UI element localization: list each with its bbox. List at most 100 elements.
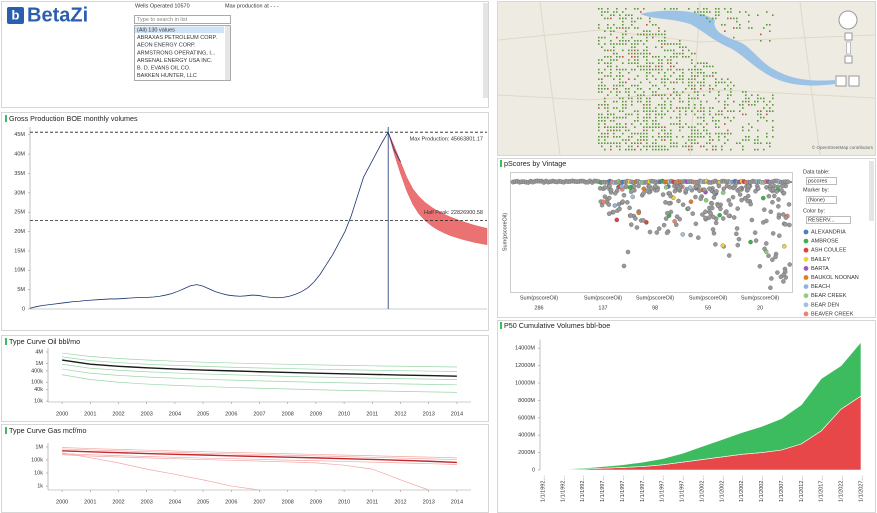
- legend-label[interactable]: BEACH: [811, 284, 830, 290]
- legend-label[interactable]: ALEXANDRIA: [811, 229, 846, 235]
- map-well: [703, 136, 705, 138]
- legend-label[interactable]: BAUKOL NOONAN: [811, 275, 859, 281]
- list-item[interactable]: (All) 130 values: [137, 27, 175, 33]
- map-well: [625, 40, 627, 42]
- select-tool[interactable]: [835, 75, 847, 87]
- map-well: [757, 136, 759, 138]
- map-well: [616, 116, 618, 119]
- map-well: [637, 75, 639, 77]
- map-well: [706, 123, 708, 125]
- y-tick-label: 1M: [35, 444, 43, 450]
- list-item[interactable]: ARSENAL ENERGY USA INC.: [137, 58, 213, 64]
- map-well: [700, 116, 702, 119]
- dropdown-value[interactable]: (None): [808, 197, 825, 203]
- map-well: [628, 49, 630, 52]
- scatter-dot: [628, 189, 634, 195]
- x-tick-label: 1/1/2007...: [779, 476, 785, 502]
- map-well: [688, 136, 690, 138]
- scrollbar[interactable]: [869, 161, 874, 221]
- map-well: [670, 75, 672, 77]
- map-well: [763, 97, 765, 100]
- legend-label[interactable]: BAILEY: [811, 257, 831, 263]
- map-well: [763, 27, 765, 29]
- legend-label[interactable]: BEAR DEN: [811, 302, 839, 308]
- map-well: [691, 126, 693, 128]
- map-well: [625, 113, 627, 116]
- map-well: [676, 62, 678, 64]
- map-well: [613, 78, 615, 80]
- map-well: [622, 62, 624, 64]
- scrollbar[interactable]: [483, 3, 488, 98]
- map-well: [727, 94, 729, 96]
- map-well: [703, 84, 705, 87]
- map-well: [613, 30, 615, 32]
- x-tick-label: 1/1/1992...: [560, 476, 566, 502]
- map-well: [679, 97, 681, 100]
- map-well: [601, 104, 603, 106]
- dropdown-value[interactable]: RESERV...: [808, 217, 835, 223]
- y-tick-label: 1k: [37, 484, 43, 490]
- map-well: [670, 132, 672, 135]
- list-item[interactable]: ABRAXAS PETROLEUM CORP.: [137, 35, 217, 41]
- pan-tool[interactable]: [848, 75, 860, 87]
- map-well: [682, 107, 684, 109]
- y-tick-label: 4M: [35, 349, 43, 355]
- map-well: [667, 78, 669, 80]
- map-well: [676, 142, 678, 144]
- dropdown-value[interactable]: pscores: [808, 178, 828, 184]
- map-well: [682, 49, 684, 52]
- map-well: [655, 33, 657, 36]
- map-well: [610, 59, 612, 61]
- dropdown[interactable]: [806, 196, 837, 204]
- map-well: [661, 136, 663, 138]
- legend-label[interactable]: AMBROSE: [811, 239, 839, 245]
- scatter-dot: [745, 193, 751, 199]
- list-item[interactable]: B. D. EVANS OIL CO.: [137, 65, 191, 71]
- legend-label[interactable]: BEAVER CREEK: [811, 311, 854, 317]
- map-well: [631, 136, 633, 138]
- zoom-slider[interactable]: [846, 41, 851, 55]
- map-well: [664, 129, 666, 132]
- map-well: [694, 11, 696, 13]
- search-box[interactable]: [134, 15, 231, 24]
- pan-control[interactable]: [838, 10, 858, 30]
- zoom-in[interactable]: [844, 32, 853, 41]
- map-well: [697, 116, 699, 119]
- legend-label[interactable]: ASH COULEE: [811, 248, 847, 254]
- list-item[interactable]: AEON ENERGY CORP.: [137, 43, 196, 49]
- scatter-dot: [770, 257, 775, 262]
- map-well: [607, 17, 609, 20]
- map-well: [724, 88, 726, 90]
- dropdown[interactable]: [806, 177, 837, 185]
- map-well: [601, 72, 603, 74]
- scatter-dot: [676, 185, 682, 191]
- map-well: [604, 104, 606, 106]
- map-well: [619, 142, 621, 144]
- map-well: [721, 24, 723, 26]
- list-item[interactable]: BAKKEN HUNTER, LLC: [137, 73, 197, 79]
- legend-label[interactable]: BEAR CREEK: [811, 293, 847, 299]
- map-well: [757, 110, 759, 112]
- zoom-out[interactable]: [844, 55, 853, 64]
- map-well: [694, 75, 696, 77]
- y-tick-label: 2000M: [518, 450, 535, 456]
- map-well: [751, 126, 753, 128]
- legend-label[interactable]: BARTA: [811, 266, 829, 272]
- map-well: [661, 40, 663, 42]
- map-well: [655, 139, 657, 141]
- scatter-dot: [655, 187, 660, 193]
- map-well: [613, 116, 615, 119]
- scrollbar[interactable]: [225, 26, 230, 80]
- map-well: [634, 91, 636, 93]
- map-well: [688, 148, 690, 151]
- map-well: [751, 94, 753, 96]
- search-placeholder[interactable]: Type to search in list: [137, 17, 188, 23]
- map-well: [649, 72, 651, 74]
- list-item[interactable]: ARMSTRONG OPERATING, I...: [137, 50, 216, 56]
- dropdown[interactable]: [806, 216, 851, 224]
- map-well: [649, 113, 651, 116]
- map-well: [679, 68, 681, 71]
- scatter-dot: [766, 193, 772, 199]
- map-well: [631, 52, 633, 55]
- map-well: [610, 113, 612, 116]
